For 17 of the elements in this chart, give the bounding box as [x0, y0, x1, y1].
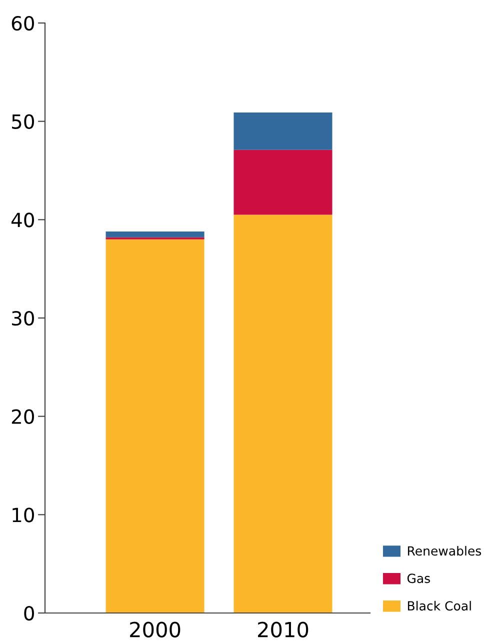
bar — [234, 214, 332, 613]
x-tick-label: 2000 — [130, 622, 180, 638]
y-tick-label: 20 — [12, 409, 34, 424]
bar — [106, 239, 204, 613]
y-tick-label: 40 — [11, 212, 34, 228]
y-tick-label: 0 — [24, 606, 34, 621]
y-tick-label: 50 — [12, 114, 34, 129]
y-tick-label: 10 — [12, 508, 34, 522]
legend-label: Black Coal — [408, 600, 471, 611]
legend-label: Renewables — [408, 546, 482, 556]
legend-label: Gas — [407, 574, 430, 584]
y-tick-label: 60 — [12, 16, 34, 31]
y-tick-label: 30 — [12, 310, 34, 326]
bar — [234, 112, 332, 150]
bar — [106, 231, 204, 238]
x-tick-label: 2010 — [258, 622, 308, 638]
bar — [234, 150, 332, 215]
